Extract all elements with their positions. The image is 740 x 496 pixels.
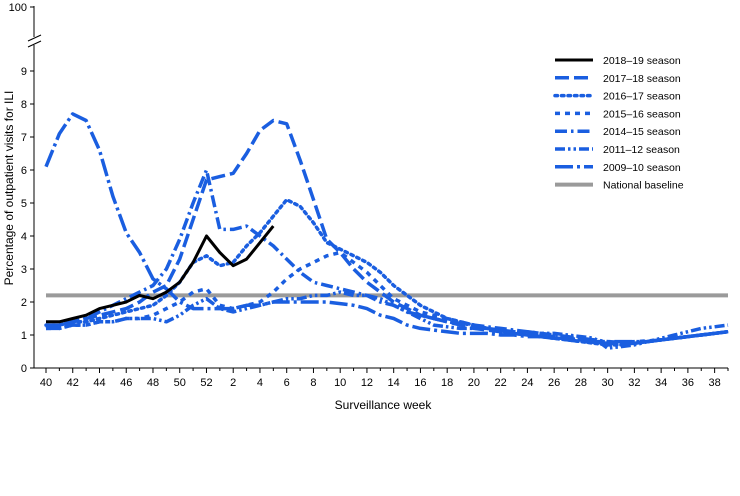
- series-line-2015-16: [46, 250, 729, 345]
- series-lines: [44, 112, 730, 350]
- x-tick-label: 30: [602, 377, 614, 389]
- x-tick-label: 50: [174, 377, 186, 389]
- legend-label: 2017–18 season: [603, 73, 681, 85]
- x-tick-label: 22: [495, 377, 507, 389]
- y-tick-label: 0: [21, 363, 27, 375]
- axes: 100: [9, 2, 728, 369]
- x-tick-label: 6: [284, 377, 290, 389]
- x-tick-label: 34: [655, 377, 667, 389]
- x-tick-label: 36: [682, 377, 694, 389]
- x-tick-label: 48: [147, 377, 159, 389]
- y-tick-label: 8: [21, 99, 27, 111]
- x-tick-label: 44: [93, 377, 105, 389]
- x-tick-label: 46: [120, 377, 132, 389]
- legend: 2018–19 season 2017–18 season 2016–17 seas…: [553, 55, 684, 192]
- legend-label: 2009–10 season: [603, 162, 681, 174]
- y-ticks: 0 1 2 3 4 5 6 7 8 9: [21, 66, 34, 375]
- x-tick-label: 52: [200, 377, 212, 389]
- legend-label: National baseline: [603, 180, 684, 192]
- x-tick-label: 40: [40, 377, 52, 389]
- y-tick-label: 1: [21, 330, 27, 342]
- x-axis-title: Surveillance week: [335, 398, 433, 412]
- legend-label: 2018–19 season: [603, 55, 681, 67]
- legend-label: 2011–12 season: [603, 144, 680, 156]
- series-line-2018-19: [46, 225, 275, 324]
- x-tick-label: 38: [709, 377, 721, 389]
- y-tick-label: 2: [21, 297, 27, 309]
- x-tick-label: 12: [361, 377, 373, 389]
- x-tick-label: 20: [468, 377, 480, 389]
- y-top-tick-label: 100: [9, 2, 27, 14]
- legend-label: 2015–16 season: [603, 108, 681, 120]
- y-tick-label: 9: [21, 66, 27, 78]
- x-tick-label: 8: [310, 377, 316, 389]
- x-tick-label: 10: [334, 377, 346, 389]
- y-tick-label: 3: [21, 264, 27, 276]
- x-tick-label: 26: [548, 377, 560, 389]
- x-ticks: 40 42 44 46 48 50 52 2 4 6 8 10 12 14 16 18 20 22 24 26 28 30…: [40, 368, 729, 389]
- y-axis-title: Percentage of outpatient visits for ILI: [2, 91, 16, 286]
- axis-break-mark: [27, 34, 42, 48]
- x-tick-label: 2: [230, 377, 236, 389]
- series-line-2009-10: [44, 112, 729, 344]
- y-tick-label: 6: [21, 165, 27, 177]
- series-line-2017-18: [46, 118, 729, 346]
- y-tick-label: 5: [21, 198, 27, 210]
- y-tick-label: 7: [21, 132, 27, 144]
- x-tick-label: 14: [388, 377, 400, 389]
- x-tick-label: 16: [414, 377, 426, 389]
- y-tick-label: 4: [21, 231, 27, 243]
- legend-label: 2014–15 season: [603, 126, 681, 138]
- x-tick-label: 24: [521, 377, 533, 389]
- legend-label: 2016–17 season: [603, 91, 681, 103]
- x-tick-label: 42: [67, 377, 79, 389]
- x-tick-label: 28: [575, 377, 587, 389]
- series-line-2011-12: [46, 290, 729, 350]
- x-tick-label: 32: [628, 377, 640, 389]
- x-tick-label: 4: [257, 377, 263, 389]
- x-tick-label: 18: [441, 377, 453, 389]
